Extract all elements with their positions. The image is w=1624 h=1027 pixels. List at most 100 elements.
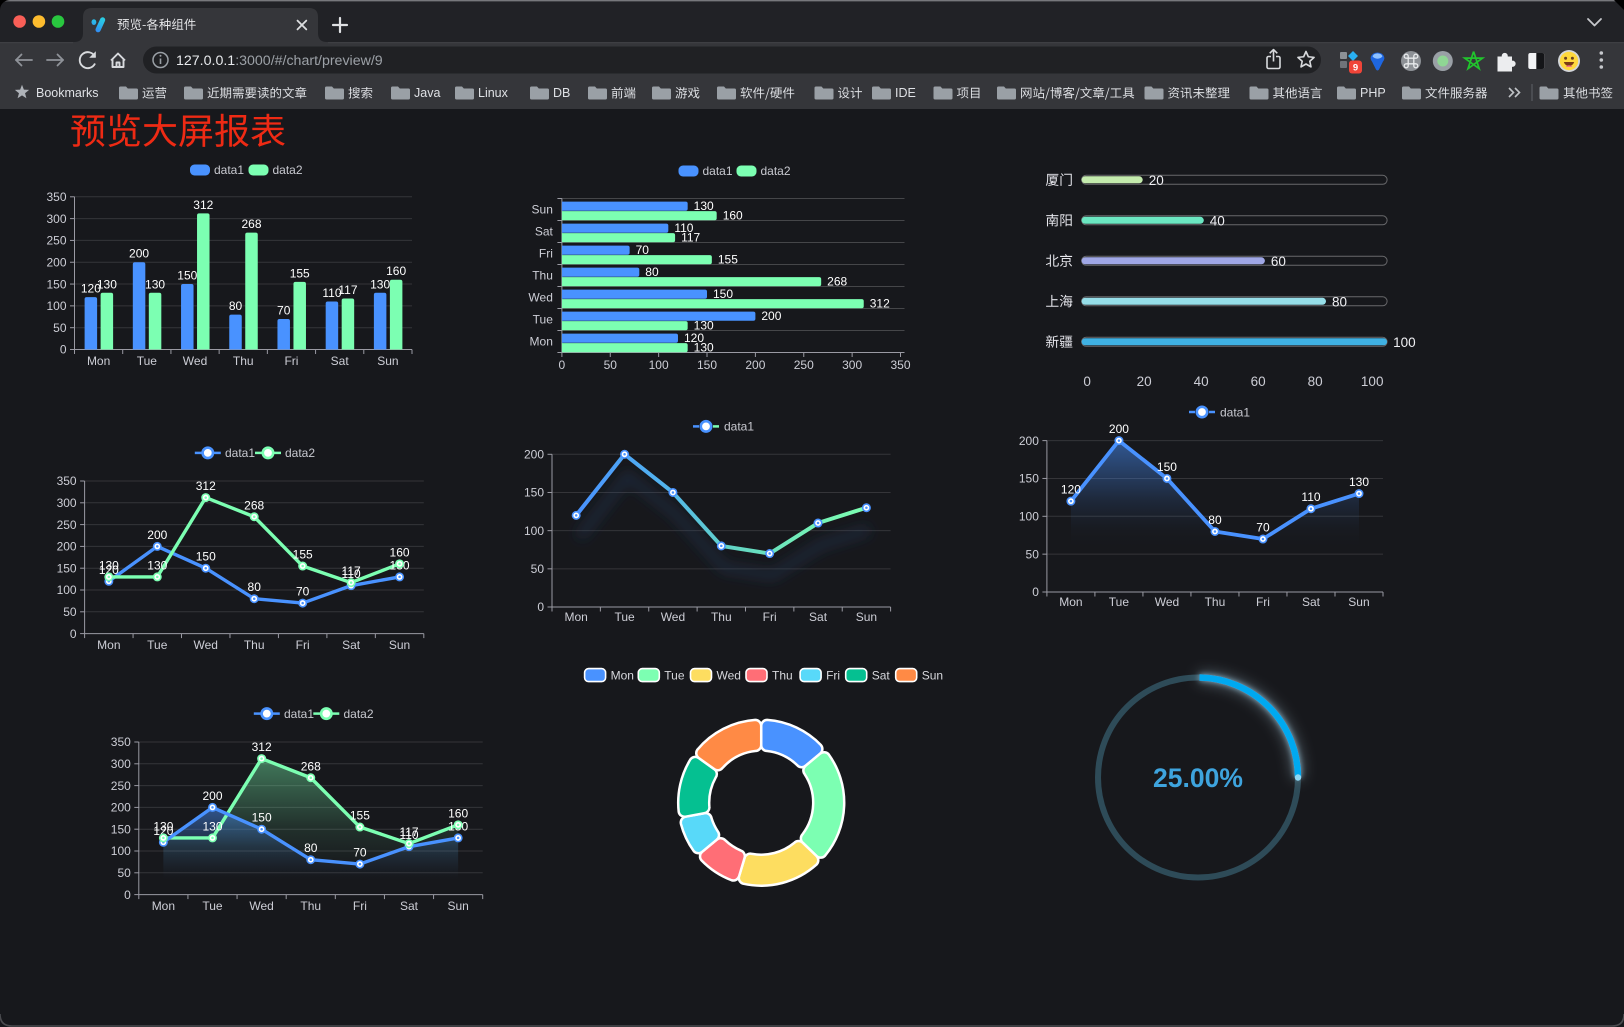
svg-text:Wed: Wed	[1155, 595, 1179, 609]
svg-text:70: 70	[353, 846, 367, 860]
svg-text:150: 150	[697, 358, 717, 372]
svg-text:80: 80	[1208, 513, 1222, 527]
svg-text:200: 200	[46, 255, 66, 269]
svg-text:155: 155	[718, 252, 738, 266]
svg-text:Linux: Linux	[478, 86, 509, 100]
svg-text:Thu: Thu	[1205, 595, 1226, 609]
svg-text:200: 200	[111, 801, 131, 815]
svg-text:150: 150	[57, 561, 77, 575]
svg-text:130: 130	[145, 277, 165, 291]
svg-text:Bookmarks: Bookmarks	[36, 86, 99, 100]
svg-text:Sat: Sat	[809, 610, 828, 624]
svg-text:350: 350	[111, 735, 131, 749]
svg-text:Sat: Sat	[1302, 595, 1321, 609]
svg-text:Tue: Tue	[1109, 595, 1130, 609]
svg-text:268: 268	[241, 217, 261, 231]
svg-text:Mon: Mon	[1059, 595, 1082, 609]
svg-text:100: 100	[1393, 335, 1416, 350]
svg-text:Tue: Tue	[533, 313, 554, 327]
svg-text:150: 150	[524, 486, 544, 500]
svg-text:Thu: Thu	[233, 354, 254, 368]
svg-text:25.00%: 25.00%	[1153, 763, 1243, 793]
svg-text:0: 0	[60, 343, 67, 357]
svg-text:data2: data2	[761, 164, 791, 178]
svg-text:160: 160	[448, 806, 468, 820]
svg-text:Thu: Thu	[532, 269, 553, 283]
svg-text:312: 312	[870, 296, 890, 310]
svg-text:268: 268	[301, 759, 321, 773]
svg-text:data1: data1	[284, 707, 314, 721]
svg-text:200: 200	[1019, 434, 1039, 448]
svg-text:350: 350	[57, 474, 77, 488]
svg-text:50: 50	[117, 866, 131, 880]
svg-text:150: 150	[1019, 472, 1039, 486]
svg-text:Mon: Mon	[97, 638, 120, 652]
svg-text:Sun: Sun	[377, 354, 398, 368]
svg-text:312: 312	[252, 740, 272, 754]
svg-text:250: 250	[46, 234, 66, 248]
svg-text:117: 117	[681, 230, 700, 244]
svg-text:Fri: Fri	[539, 247, 553, 261]
svg-text:120: 120	[99, 563, 119, 577]
svg-text:100: 100	[1361, 374, 1384, 389]
svg-text:Mon: Mon	[565, 610, 588, 624]
svg-text:Sat: Sat	[400, 899, 419, 913]
svg-text:155: 155	[290, 266, 310, 280]
svg-text:110: 110	[674, 221, 693, 235]
svg-text:Thu: Thu	[711, 610, 732, 624]
svg-text:100: 100	[1019, 510, 1039, 524]
svg-text:0: 0	[537, 600, 544, 614]
svg-text:Wed: Wed	[528, 291, 552, 305]
svg-text:110: 110	[322, 286, 341, 300]
svg-text:Tue: Tue	[202, 899, 223, 913]
svg-text:200: 200	[1109, 422, 1129, 436]
svg-text:200: 200	[524, 448, 544, 462]
svg-text:Wed: Wed	[183, 354, 207, 368]
svg-text:Sun: Sun	[856, 610, 877, 624]
svg-text:70: 70	[636, 243, 650, 257]
svg-text:Thu: Thu	[300, 899, 321, 913]
svg-text:80: 80	[229, 299, 243, 313]
svg-text:120: 120	[153, 824, 173, 838]
svg-text:150: 150	[111, 822, 131, 836]
svg-text:Sun: Sun	[1348, 595, 1369, 609]
svg-text:100: 100	[57, 583, 77, 597]
svg-text:data2: data2	[285, 446, 315, 460]
svg-text:350: 350	[46, 190, 66, 204]
svg-text:120: 120	[1061, 483, 1081, 497]
svg-text:40: 40	[1210, 213, 1225, 228]
svg-text:200: 200	[761, 309, 781, 323]
svg-text:70: 70	[277, 303, 291, 317]
svg-text:Tue: Tue	[664, 669, 685, 683]
svg-text:Sat: Sat	[872, 669, 891, 683]
svg-text:Tue: Tue	[137, 354, 158, 368]
svg-text:130: 130	[694, 318, 714, 332]
svg-text:Sat: Sat	[331, 354, 350, 368]
svg-text:Tue: Tue	[147, 638, 168, 652]
svg-text:80: 80	[304, 841, 318, 855]
svg-text:60: 60	[1251, 374, 1266, 389]
svg-text:300: 300	[57, 496, 77, 510]
svg-text:300: 300	[842, 358, 862, 372]
svg-text:70: 70	[1256, 521, 1270, 535]
svg-text:Thu: Thu	[772, 669, 793, 683]
svg-text:Mon: Mon	[87, 354, 110, 368]
svg-text:60: 60	[1271, 254, 1286, 269]
svg-text:110: 110	[399, 828, 418, 842]
svg-text:130: 130	[202, 819, 222, 833]
svg-text:250: 250	[794, 358, 814, 372]
svg-text:268: 268	[827, 274, 847, 288]
svg-text:Mon: Mon	[611, 669, 634, 683]
svg-text:data1: data1	[225, 446, 255, 460]
svg-text:150: 150	[1157, 460, 1177, 474]
svg-text:data2: data2	[273, 163, 303, 177]
svg-text:Wed: Wed	[194, 638, 218, 652]
svg-text:Mon: Mon	[152, 899, 175, 913]
svg-text:312: 312	[193, 198, 213, 212]
svg-text:200: 200	[57, 540, 77, 554]
svg-text:Sat: Sat	[342, 638, 361, 652]
svg-text:155: 155	[293, 548, 313, 562]
svg-text:100: 100	[524, 524, 544, 538]
svg-text:Java: Java	[414, 86, 440, 100]
svg-text:Sat: Sat	[535, 225, 554, 239]
